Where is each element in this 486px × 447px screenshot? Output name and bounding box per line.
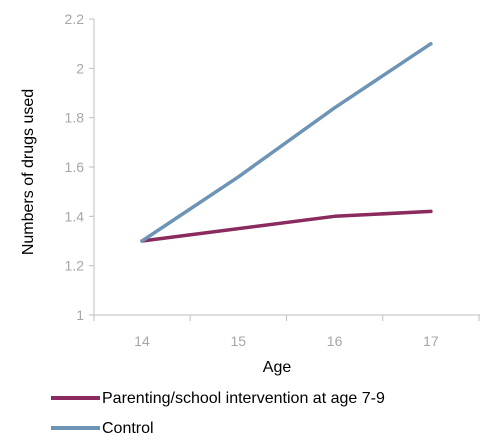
x-tick-label: 16 xyxy=(327,333,343,349)
axes xyxy=(93,19,480,316)
legend-label: Parenting/school intervention at age 7-9 xyxy=(102,390,385,407)
series-line-1 xyxy=(140,209,433,243)
y-tick-label: 2 xyxy=(76,60,84,76)
y-tick-label: 2.2 xyxy=(65,11,85,27)
x-axis-title: Age xyxy=(263,359,292,376)
y-tick-label: 1 xyxy=(76,307,84,323)
y-tick-label: 1.6 xyxy=(65,159,85,175)
y-axis-ticks: 1 1.2 1.4 1.6 1.8 2 2.2 xyxy=(65,11,94,323)
x-tick-label: 17 xyxy=(423,333,439,349)
series-line-2 xyxy=(140,41,433,243)
x-tick-label: 14 xyxy=(134,333,150,349)
y-tick-label: 1.8 xyxy=(65,110,85,126)
y-axis-title: Numbers of drugs used xyxy=(20,89,37,255)
x-tick-label: 15 xyxy=(231,333,247,349)
y-tick-label: 1.2 xyxy=(65,258,85,274)
legend-label: Control xyxy=(102,420,154,437)
y-tick-label: 1.4 xyxy=(65,208,85,224)
x-axis-ticks: 14 15 16 17 xyxy=(93,315,480,349)
legend: Parenting/school intervention at age 7-9… xyxy=(51,390,385,437)
series-layer xyxy=(140,41,433,243)
